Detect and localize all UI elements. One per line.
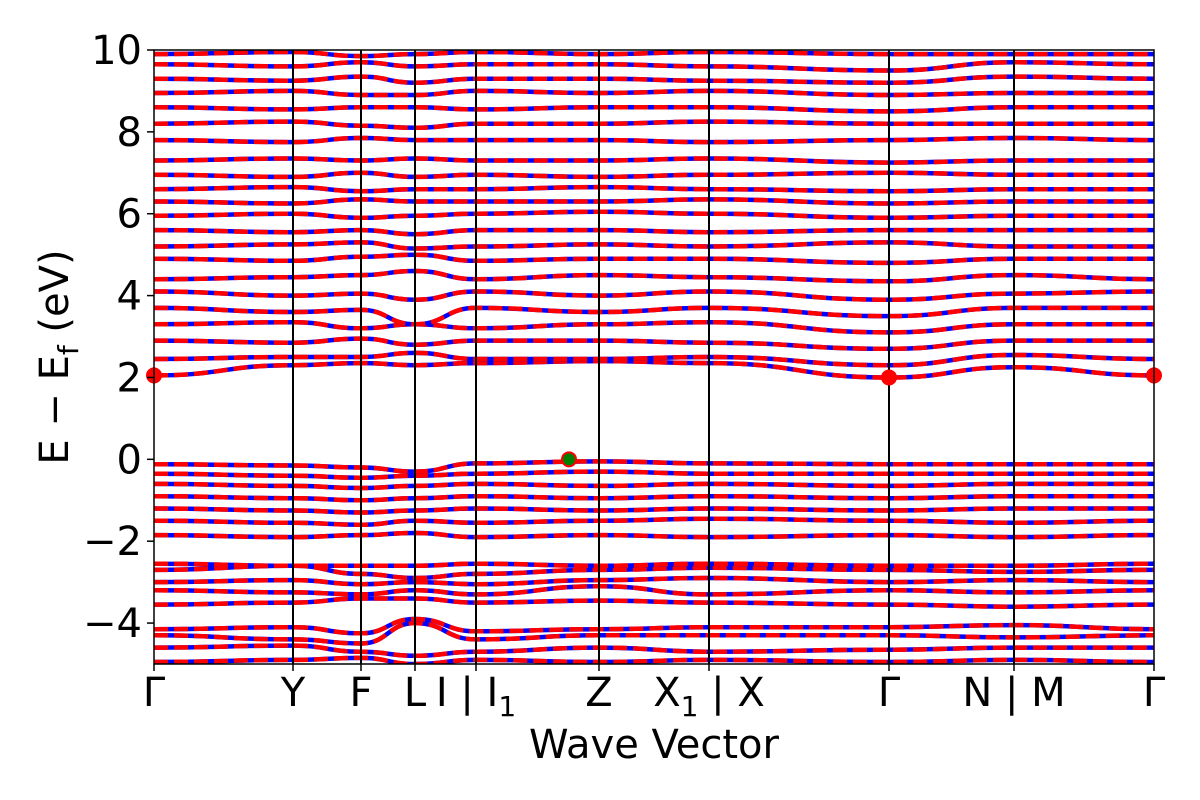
- x-tick-label: Y: [280, 670, 306, 716]
- band-line-up: [154, 305, 1154, 327]
- band-line-down: [154, 481, 1154, 491]
- band-line-down: [154, 469, 1154, 481]
- band-line-down: [154, 184, 1154, 194]
- band-line-down: [154, 563, 1154, 581]
- band-line-down: [154, 268, 1154, 284]
- band-line-down: [154, 575, 1154, 587]
- band-line-down: [154, 252, 1154, 266]
- band-line-down: [154, 135, 1154, 145]
- band-line-down: [154, 655, 1154, 664]
- band-line-down: [154, 530, 1154, 540]
- band-line-down: [154, 616, 1154, 636]
- x-tick-label: Z: [585, 670, 612, 716]
- vbm-marker: [561, 451, 577, 468]
- band-line-down: [154, 119, 1154, 131]
- band-line-down: [154, 643, 1154, 659]
- band-line-down: [154, 319, 1154, 335]
- band-line-down: [154, 350, 1154, 368]
- y-tick-label: 10: [91, 28, 142, 74]
- band-line-down: [154, 88, 1154, 98]
- x-tick-label: Γ: [878, 670, 901, 716]
- cbm-marker: [881, 369, 897, 386]
- band-line-down: [154, 358, 1154, 380]
- high-symmetry-lines: [292, 50, 1015, 664]
- band-line-down: [154, 105, 1154, 114]
- x-tick-label: X1 | X: [653, 670, 765, 723]
- band-line-down: [154, 240, 1154, 251]
- y-tick-label: −2: [83, 519, 142, 565]
- x-tick-label: F: [349, 670, 372, 716]
- y-axis-title: E − Ef (eV): [32, 249, 85, 464]
- band-line-down: [154, 516, 1154, 528]
- x-tick-label: Γ: [143, 670, 166, 716]
- band-line-down: [154, 209, 1154, 221]
- band-line-down: [154, 170, 1154, 180]
- band-line-down: [154, 227, 1154, 237]
- band-line-down: [154, 493, 1154, 503]
- extrema-markers: [146, 367, 1162, 468]
- y-tick-label: 8: [117, 110, 142, 156]
- band-line-down: [154, 156, 1154, 165]
- band-line-down: [154, 506, 1154, 515]
- band-line-down: [154, 336, 1154, 352]
- band-line-down: [154, 289, 1154, 302]
- band-line-up: [154, 620, 1154, 646]
- y-tick-label: 4: [117, 274, 142, 320]
- bands-layer: [154, 50, 1154, 664]
- x-tick-label: I | I1: [436, 670, 516, 723]
- y-tick-label: 0: [117, 437, 142, 483]
- band-line-down: [154, 60, 1154, 73]
- band-line-down: [154, 596, 1154, 609]
- band-line-down: [154, 74, 1154, 85]
- x-tick-label: N | M: [962, 670, 1065, 716]
- plot-frame: [153, 49, 1155, 665]
- band-line-down: [154, 459, 1154, 474]
- y-tick-label: −4: [83, 601, 142, 647]
- band-line-down: [154, 561, 1154, 569]
- x-axis-title: Wave Vector: [529, 722, 780, 768]
- y-axis-ticks: −4 −2 0 2 4 6 8 10: [83, 28, 154, 647]
- x-tick-label: Γ: [1143, 670, 1166, 716]
- y-tick-label: 2: [117, 355, 142, 401]
- y-tick-label: 6: [117, 192, 142, 238]
- x-tick-label: L: [404, 670, 427, 716]
- band-line-down: [154, 583, 1154, 597]
- band-line-down: [154, 197, 1154, 206]
- band-line-down: [154, 50, 1154, 59]
